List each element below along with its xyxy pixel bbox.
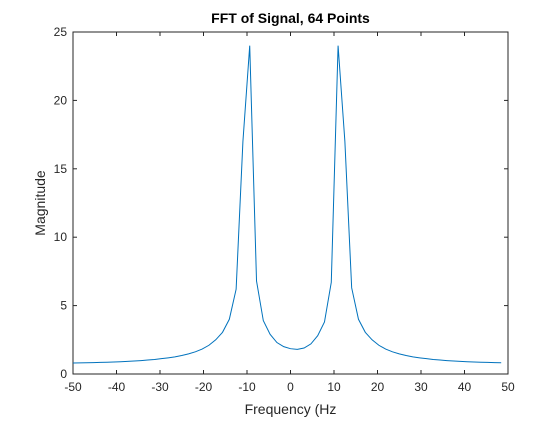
y-axis-ticks: 0 5 10 15 20 25 (54, 25, 508, 381)
x-tick-label-3: -20 (195, 380, 213, 394)
x-tick-label-6: 10 (327, 380, 341, 394)
x-tick-label-7: 20 (371, 380, 385, 394)
x-tick-label-0: -50 (64, 380, 82, 394)
x-tick-label-1: -40 (108, 380, 126, 394)
plot-area (72, 31, 509, 375)
series-line (72, 45, 502, 364)
y-tick-label-5: 25 (54, 25, 68, 39)
y-tick-label-1: 5 (60, 299, 67, 313)
x-axis-label: Frequency (Hz (245, 401, 337, 417)
y-tick-label-2: 10 (54, 230, 68, 244)
y-tick-label-4: 20 (54, 93, 68, 107)
x-tick-label-2: -30 (151, 380, 169, 394)
x-tick-label-5: 0 (287, 380, 294, 394)
chart-title: FFT of Signal, 64 Points (211, 10, 370, 26)
y-axis-label: Magnitude (32, 170, 48, 236)
y-tick-label-0: 0 (60, 367, 67, 381)
x-tick-label-4: -10 (238, 380, 256, 394)
x-axis-ticks: -50 -40 -30 -20 -10 0 10 20 30 40 50 (64, 32, 515, 394)
x-tick-label-9: 40 (458, 380, 472, 394)
x-tick-label-10: 50 (501, 380, 515, 394)
y-tick-label-3: 15 (54, 162, 68, 176)
x-tick-label-8: 30 (414, 380, 428, 394)
